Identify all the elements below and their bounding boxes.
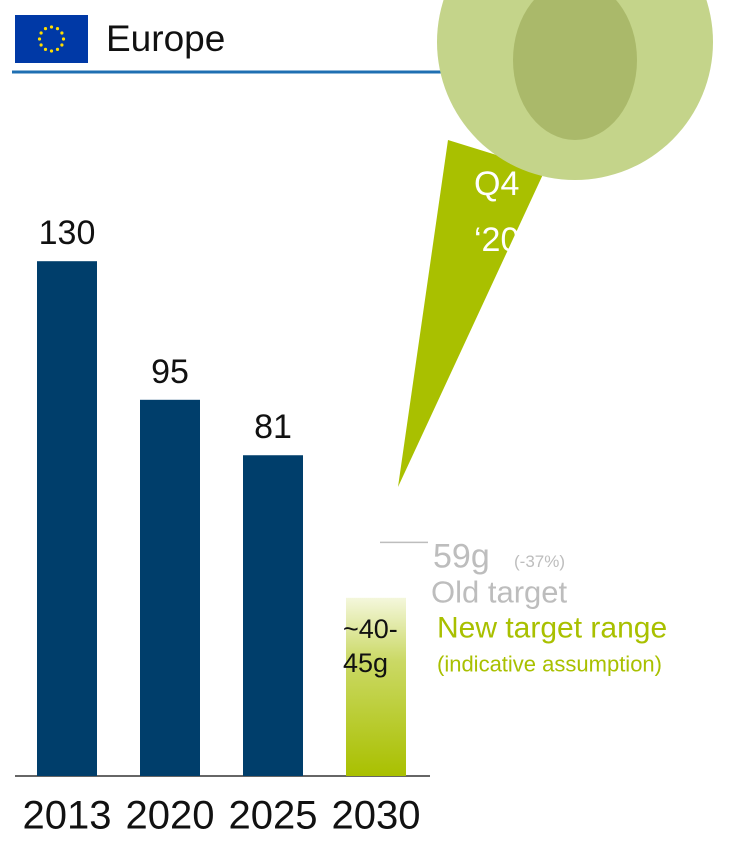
bar: [243, 455, 303, 776]
x-tick-label: 2020: [126, 794, 215, 838]
header-title: Europe: [106, 18, 225, 59]
old-target-label: 59g: [433, 537, 490, 575]
callout-text: ‘20: [474, 221, 519, 259]
bar: [37, 261, 97, 776]
old-target-change: (-37%): [514, 552, 565, 571]
legend-note: (indicative assumption): [437, 652, 662, 677]
old-target-name: Old target: [431, 575, 568, 610]
x-tick-label: 2030: [332, 794, 421, 838]
value-label: 95: [151, 353, 189, 391]
x-tick-label: 2025: [229, 794, 318, 838]
slide: Europe Q4 ‘20 2013 130 2020 95 2025 81 2030 New…: [0, 0, 743, 844]
x-tick-label: 2013: [23, 794, 112, 838]
eu-flag: [15, 15, 88, 63]
callout-text: Q4: [474, 165, 519, 203]
chart: Europe Q4 ‘20 2013 130 2020 95 2025 81 2030 New…: [0, 0, 743, 844]
callout-pointer: [398, 140, 545, 487]
new-target-value-label: ~40-45g: [343, 612, 407, 680]
legend-label: New target range: [437, 612, 667, 645]
value-label: 130: [39, 214, 96, 252]
bar: [140, 400, 200, 776]
value-label: 81: [254, 408, 292, 446]
